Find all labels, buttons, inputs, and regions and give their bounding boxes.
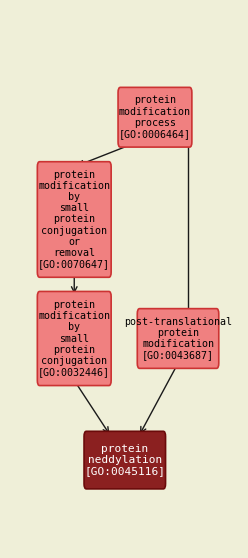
Text: protein
modification
by
small
protein
conjugation
[GO:0032446]: protein modification by small protein co…: [38, 300, 110, 377]
FancyBboxPatch shape: [118, 88, 192, 147]
FancyBboxPatch shape: [84, 431, 166, 489]
FancyBboxPatch shape: [137, 309, 219, 368]
Text: protein
neddylation
[GO:0045116]: protein neddylation [GO:0045116]: [84, 444, 165, 477]
Text: post-translational
protein
modification
[GO:0043687]: post-translational protein modification …: [124, 317, 232, 360]
FancyBboxPatch shape: [37, 162, 111, 277]
Text: protein
modification
by
small
protein
conjugation
or
removal
[GO:0070647]: protein modification by small protein co…: [38, 170, 110, 270]
Text: protein
modification
process
[GO:0006464]: protein modification process [GO:0006464…: [119, 95, 191, 139]
FancyBboxPatch shape: [37, 291, 111, 386]
